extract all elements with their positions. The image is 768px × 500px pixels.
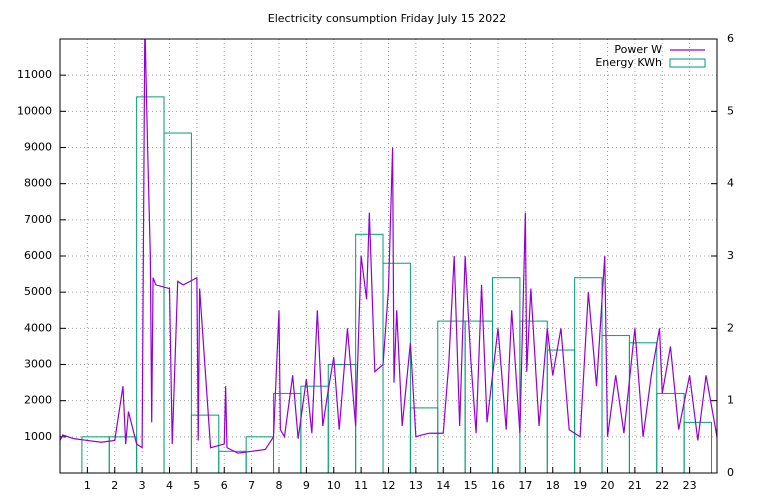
x-tick-label: 17	[518, 479, 532, 492]
plot-area	[60, 39, 717, 473]
x-tick-label: 10	[327, 479, 341, 492]
x-tick-label: 12	[382, 479, 396, 492]
x-tick-label: 2	[111, 479, 118, 492]
y2-tick-label: 3	[727, 249, 734, 262]
y2-tick-label: 1	[727, 394, 734, 407]
y-tick-label: 10000	[17, 104, 52, 117]
y2-tick-label: 5	[727, 104, 734, 117]
y-tick-label: 1000	[24, 430, 52, 443]
x-tick-label: 6	[221, 479, 228, 492]
plot-border	[59, 38, 718, 474]
energy-box	[382, 262, 411, 473]
y-tick-label: 2000	[24, 394, 52, 407]
x-tick-label: 20	[601, 479, 615, 492]
y2-tick-label: 0	[727, 466, 734, 479]
x-tick-label: 11	[354, 479, 368, 492]
y-tick-label: 5000	[24, 285, 52, 298]
x-tick-label: 9	[303, 479, 310, 492]
y2-tick-label: 2	[727, 321, 734, 334]
x-tick-label: 7	[248, 479, 255, 492]
x-tick-label: 23	[683, 479, 697, 492]
y-tick-label: 3000	[24, 358, 52, 371]
x-tick-label: 4	[166, 479, 173, 492]
y-tick-label: 4000	[24, 321, 52, 334]
y-tick-label: 9000	[24, 141, 52, 154]
x-tick-label: 3	[139, 479, 146, 492]
x-tick-label: 19	[573, 479, 587, 492]
energy-box	[683, 421, 713, 473]
legend-label: Power W	[614, 43, 662, 56]
y2-tick-label: 6	[727, 32, 734, 45]
legend-label: Energy KWh	[595, 56, 662, 69]
y-tick-label: 8000	[24, 177, 52, 190]
x-tick-label: 16	[491, 479, 505, 492]
y-tick-label: 7000	[24, 213, 52, 226]
y2-tick-label: 4	[727, 177, 734, 190]
x-tick-label: 22	[655, 479, 669, 492]
x-tick-label: 8	[276, 479, 283, 492]
y-tick-label: 6000	[24, 249, 52, 262]
x-tick-label: 5	[193, 479, 200, 492]
y-tick-label: 11000	[17, 68, 52, 81]
chart-title: Electricity consumption Friday July 15 2…	[268, 12, 506, 25]
x-tick-label: 13	[409, 479, 423, 492]
power-line	[60, 39, 717, 454]
x-tick-label: 14	[436, 479, 450, 492]
x-tick-label: 1	[84, 479, 91, 492]
x-tick-label: 21	[628, 479, 642, 492]
x-tick-label: 15	[464, 479, 478, 492]
legend-swatch	[669, 58, 706, 68]
x-tick-label: 18	[546, 479, 560, 492]
energy-box	[163, 132, 192, 473]
